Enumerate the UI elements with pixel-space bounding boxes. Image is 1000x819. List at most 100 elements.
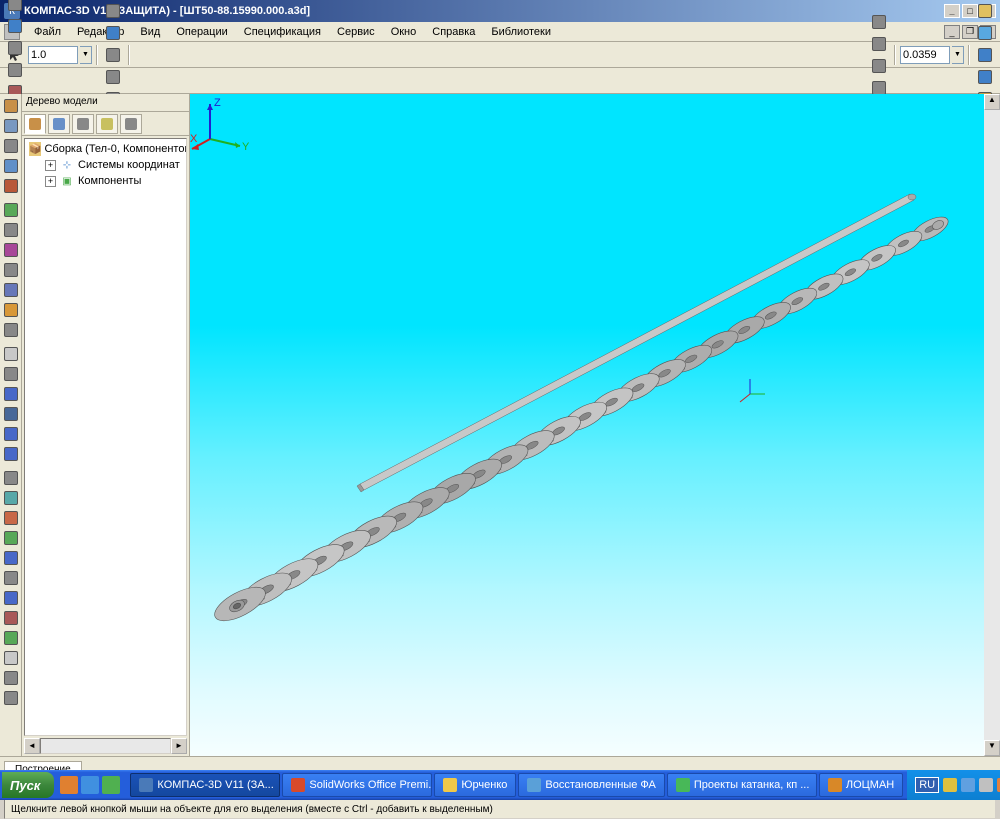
tree-tab[interactable] xyxy=(96,114,118,134)
components-icon: ▣ xyxy=(59,174,75,188)
taskbar: Пуск КОМПАС-3D V11 (ЗА...SolidWorks Offi… xyxy=(0,770,1000,800)
left-tool-button[interactable] xyxy=(1,508,21,528)
taskbar-task[interactable]: Восстановленные ФА xyxy=(518,773,665,797)
menu-item[interactable]: Файл xyxy=(26,24,69,40)
tray-icon[interactable] xyxy=(961,778,975,792)
quicklaunch-icon[interactable] xyxy=(60,776,78,794)
taskbar-task[interactable]: Проекты катанка, кп ... xyxy=(667,773,817,797)
left-tool-button[interactable] xyxy=(1,404,21,424)
toolbar-1: ▼ ▼ xyxy=(0,42,1000,68)
tree-child-node[interactable]: + ⊹ Системы координат xyxy=(27,157,184,173)
toolbar-button[interactable] xyxy=(868,11,890,33)
left-tool-button[interactable] xyxy=(1,468,21,488)
left-tool-button[interactable] xyxy=(1,384,21,404)
left-tool-button[interactable] xyxy=(1,568,21,588)
menu-item[interactable]: Сервис xyxy=(329,24,383,40)
taskbar-task[interactable]: Юрченко xyxy=(434,773,516,797)
quicklaunch-icon[interactable] xyxy=(81,776,99,794)
viewport-vscroll[interactable]: ▲▼ xyxy=(984,94,1000,756)
toolbar-button[interactable] xyxy=(974,0,996,22)
minimize-button[interactable]: _ xyxy=(944,4,960,18)
tray-icon[interactable] xyxy=(979,778,993,792)
svg-text:Y: Y xyxy=(242,141,250,153)
coordsys-icon: ⊹ xyxy=(59,158,75,172)
left-tool-button[interactable] xyxy=(1,488,21,508)
taskbar-task[interactable]: ЛОЦМАН xyxy=(819,773,903,797)
left-tool-button[interactable] xyxy=(1,300,21,320)
tree-child-label: Компоненты xyxy=(78,175,141,187)
menu-item[interactable]: Окно xyxy=(383,24,425,40)
language-indicator[interactable]: RU xyxy=(915,777,939,793)
left-tool-button[interactable] xyxy=(1,116,21,136)
taskbar-task[interactable]: КОМПАС-3D V11 (ЗА... xyxy=(130,773,280,797)
left-tool-button[interactable] xyxy=(1,688,21,708)
menu-item[interactable]: Операции xyxy=(168,24,235,40)
tree-child-label: Системы координат xyxy=(78,159,180,171)
toolbar-button[interactable] xyxy=(102,66,124,88)
left-tool-button[interactable] xyxy=(1,364,21,384)
tree-child-node[interactable]: + ▣ Компоненты xyxy=(27,173,184,189)
system-tray: RU 15:35 xyxy=(907,770,1000,800)
toolbar-button[interactable] xyxy=(102,0,124,22)
left-tool-button[interactable] xyxy=(1,320,21,340)
start-button[interactable]: Пуск xyxy=(2,772,54,798)
scale-dropdown[interactable]: ▼ xyxy=(80,46,92,64)
menu-item[interactable]: Вид xyxy=(132,24,168,40)
child-minimize-button[interactable]: _ xyxy=(944,25,960,39)
left-tool-button[interactable] xyxy=(1,156,21,176)
axis-triad: Y X Z xyxy=(190,94,250,154)
left-tool-button[interactable] xyxy=(1,344,21,364)
toolbar-button[interactable] xyxy=(102,22,124,44)
tree-tab[interactable] xyxy=(72,114,94,134)
coord-dropdown[interactable]: ▼ xyxy=(952,46,964,64)
expand-icon[interactable]: + xyxy=(45,160,56,171)
left-tool-button[interactable] xyxy=(1,548,21,568)
left-tool-button[interactable] xyxy=(1,260,21,280)
toolbar-button[interactable] xyxy=(974,66,996,88)
left-tool-button[interactable] xyxy=(1,136,21,156)
tree-hscroll[interactable]: ◄► xyxy=(24,738,187,754)
quicklaunch-icon[interactable] xyxy=(102,776,120,794)
menu-item[interactable]: Библиотеки xyxy=(483,24,559,40)
toolbar-button[interactable] xyxy=(102,44,124,66)
left-tool-button[interactable] xyxy=(1,220,21,240)
tray-icon[interactable] xyxy=(943,778,957,792)
left-tool-button[interactable] xyxy=(1,528,21,548)
toolbar-button[interactable] xyxy=(974,44,996,66)
toolbar-button[interactable] xyxy=(4,0,26,15)
assembly-icon: 📦 xyxy=(29,142,41,156)
left-toolbar xyxy=(0,94,22,756)
3d-viewport[interactable]: Y X Z xyxy=(190,94,984,756)
toolbar-button[interactable] xyxy=(4,15,26,37)
tree-tabs xyxy=(22,112,189,136)
coord-input[interactable] xyxy=(900,46,950,64)
toolbar-button[interactable] xyxy=(868,33,890,55)
left-tool-button[interactable] xyxy=(1,588,21,608)
left-tool-button[interactable] xyxy=(1,608,21,628)
toolbar-button[interactable] xyxy=(974,22,996,44)
window-title: КОМПАС-3D V11 (ЗАЩИТА) - [ШТ50-88.15990.… xyxy=(24,5,944,17)
tree-tab[interactable] xyxy=(24,114,46,134)
left-tool-button[interactable] xyxy=(1,176,21,196)
tree-root-node[interactable]: 📦 Сборка (Тел-0, Компонентов-2) xyxy=(27,141,184,157)
left-tool-button[interactable] xyxy=(1,628,21,648)
left-tool-button[interactable] xyxy=(1,240,21,260)
taskbar-task[interactable]: SolidWorks Office Premi... xyxy=(282,773,432,797)
left-tool-button[interactable] xyxy=(1,444,21,464)
toolbar-button[interactable] xyxy=(4,59,26,81)
toolbar-button[interactable] xyxy=(4,37,26,59)
left-tool-button[interactable] xyxy=(1,648,21,668)
left-tool-button[interactable] xyxy=(1,280,21,300)
left-tool-button[interactable] xyxy=(1,424,21,444)
tree-tab[interactable] xyxy=(120,114,142,134)
menu-item[interactable]: Справка xyxy=(424,24,483,40)
menu-item[interactable]: Спецификация xyxy=(236,24,329,40)
left-tool-button[interactable] xyxy=(1,200,21,220)
expand-icon[interactable]: + xyxy=(45,176,56,187)
tree-body[interactable]: 📦 Сборка (Тел-0, Компонентов-2) + ⊹ Сист… xyxy=(24,138,187,736)
left-tool-button[interactable] xyxy=(1,96,21,116)
toolbar-button[interactable] xyxy=(868,55,890,77)
left-tool-button[interactable] xyxy=(1,668,21,688)
tree-tab[interactable] xyxy=(48,114,70,134)
scale-input[interactable] xyxy=(28,46,78,64)
